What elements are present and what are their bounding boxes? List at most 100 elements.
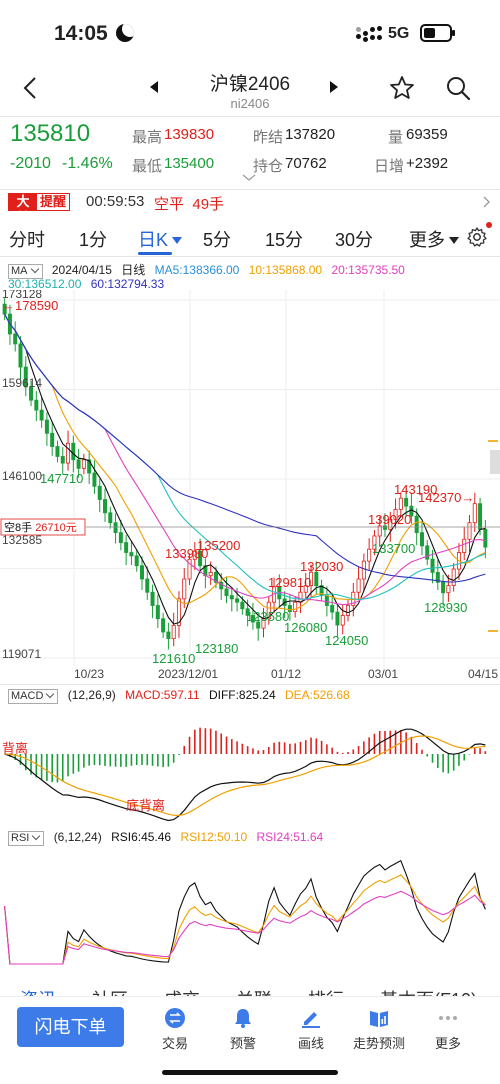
star-icon[interactable] — [388, 74, 416, 102]
toolbar-more[interactable]: 更多 — [418, 1007, 478, 1052]
ma20-line — [4, 313, 486, 606]
chevron-down-icon — [30, 264, 39, 274]
candle — [187, 558, 192, 580]
candle — [446, 585, 451, 594]
rsi12-line — [4, 874, 486, 965]
candle — [29, 386, 34, 401]
next-contract-icon[interactable] — [330, 81, 338, 93]
tab-daily-k[interactable]: 日K — [138, 226, 183, 252]
price-annotation: 133700 — [372, 541, 415, 556]
tab-timeshare[interactable]: 分时 — [9, 226, 45, 252]
chevron-down-icon[interactable] — [242, 174, 256, 182]
nav-bar: 沪镍2406 ni2406 — [0, 66, 500, 116]
tab-label: 1分 — [79, 230, 108, 250]
prev-close-value: 137820 — [285, 126, 336, 143]
more-icon — [439, 1016, 457, 1020]
candle — [309, 571, 314, 587]
price-annotation: 132030 — [300, 559, 343, 574]
big-order-alert[interactable]: 大单 提醒 00:59:53 空平 49手 — [0, 190, 500, 225]
toolbar-trade[interactable]: 交易 — [145, 1007, 205, 1052]
candle — [287, 605, 292, 612]
tab-1min[interactable]: 1分 — [79, 226, 107, 252]
alert-badge: 大单 提醒 — [8, 193, 70, 225]
candle — [382, 525, 387, 530]
candle — [346, 605, 351, 616]
rsi-selector-label: RSI — [11, 832, 30, 844]
tab-30min[interactable]: 30分 — [335, 226, 373, 252]
macd-legend: MACD (12,26,9) MACD:597.11 DIFF:825.24 D… — [8, 688, 356, 704]
divider — [0, 684, 500, 685]
y-tick-label: 159614 — [2, 376, 42, 390]
price-change-pct: -1.46% — [62, 155, 113, 172]
candle — [472, 503, 477, 524]
gear-icon[interactable] — [466, 226, 488, 248]
detail-tab[interactable]: 社区 — [92, 990, 128, 1000]
high-value: 139830 — [164, 126, 215, 143]
bell-icon — [235, 1009, 251, 1028]
candle — [60, 456, 65, 464]
scroll-handle — [490, 450, 500, 474]
candle — [478, 503, 483, 530]
tab-15min[interactable]: 15分 — [265, 226, 303, 252]
candle — [23, 366, 28, 388]
macd-selector[interactable]: MACD — [8, 689, 59, 704]
toolbar-forecast[interactable]: 走势预测 — [349, 1007, 409, 1052]
contract-title: 沪镍2406 — [209, 74, 291, 95]
volume-value: 69359 — [406, 126, 448, 143]
toolbar-label: 更多 — [434, 1036, 461, 1051]
notification-dot — [486, 222, 492, 228]
macd-annotation: 背离 — [2, 741, 28, 756]
ma-selector[interactable]: MA — [8, 264, 43, 279]
candle — [335, 611, 340, 626]
price-annotation: 139020 — [368, 512, 411, 527]
bottom-toolbar: 闪电下单 交易 预警 画线 走势预测 更多 — [0, 996, 500, 1060]
tab-more[interactable]: 更多 — [409, 226, 459, 252]
candle — [71, 442, 76, 461]
detail-tab[interactable]: 关联 — [236, 990, 272, 1000]
candle — [372, 535, 377, 550]
detail-tab[interactable]: 排行 — [308, 990, 344, 1000]
candle — [39, 409, 44, 421]
candle — [50, 432, 55, 447]
candle — [414, 515, 419, 534]
flash-order-button[interactable]: 闪电下单 — [17, 1007, 124, 1047]
candle — [176, 598, 181, 626]
x-tick: 10/23 — [74, 667, 105, 681]
toolbar-draw[interactable]: 画线 — [281, 1007, 341, 1052]
toolbar-label: 走势预测 — [352, 1036, 405, 1051]
back-icon[interactable] — [20, 75, 42, 101]
candle — [81, 459, 86, 469]
candle — [340, 615, 345, 626]
alert-time: 00:59:53 — [86, 193, 145, 210]
detail-tab[interactable]: 资讯 — [20, 990, 56, 1000]
candle — [55, 446, 60, 457]
candle — [266, 601, 271, 620]
tab-5min[interactable]: 5分 — [203, 226, 231, 252]
prev-contract-icon[interactable] — [150, 81, 158, 93]
detail-tab[interactable]: 成交 — [164, 990, 200, 1000]
candle — [240, 601, 245, 610]
candlestick-chart[interactable]: 173128 159614 146100 132585 119071 ←178590 147… — [0, 290, 500, 666]
toolbar-alert[interactable]: 预警 — [213, 1007, 273, 1052]
x-tick: 2023/12/01 — [158, 667, 219, 681]
alert-qty: 49手 — [192, 196, 225, 213]
active-tab-indicator — [138, 252, 172, 255]
y-tick-label: 119071 — [2, 647, 41, 661]
tab-label: 5分 — [203, 230, 232, 250]
candle — [113, 522, 118, 534]
trade-icon — [165, 1008, 185, 1028]
candle — [161, 618, 166, 633]
low-value: 135400 — [164, 155, 215, 172]
candle — [293, 601, 298, 612]
search-icon[interactable] — [444, 74, 472, 102]
macd-value: MACD:597.11 — [125, 688, 200, 702]
candle — [145, 578, 150, 593]
candle — [425, 545, 430, 560]
moon-icon — [116, 24, 134, 42]
candle — [44, 419, 49, 434]
candle — [219, 581, 224, 590]
detail-tab[interactable]: 基本面(F10) — [380, 990, 478, 1000]
candle — [87, 459, 92, 474]
rsi-selector[interactable]: RSI — [8, 831, 45, 846]
tab-label: 分时 — [9, 230, 45, 250]
